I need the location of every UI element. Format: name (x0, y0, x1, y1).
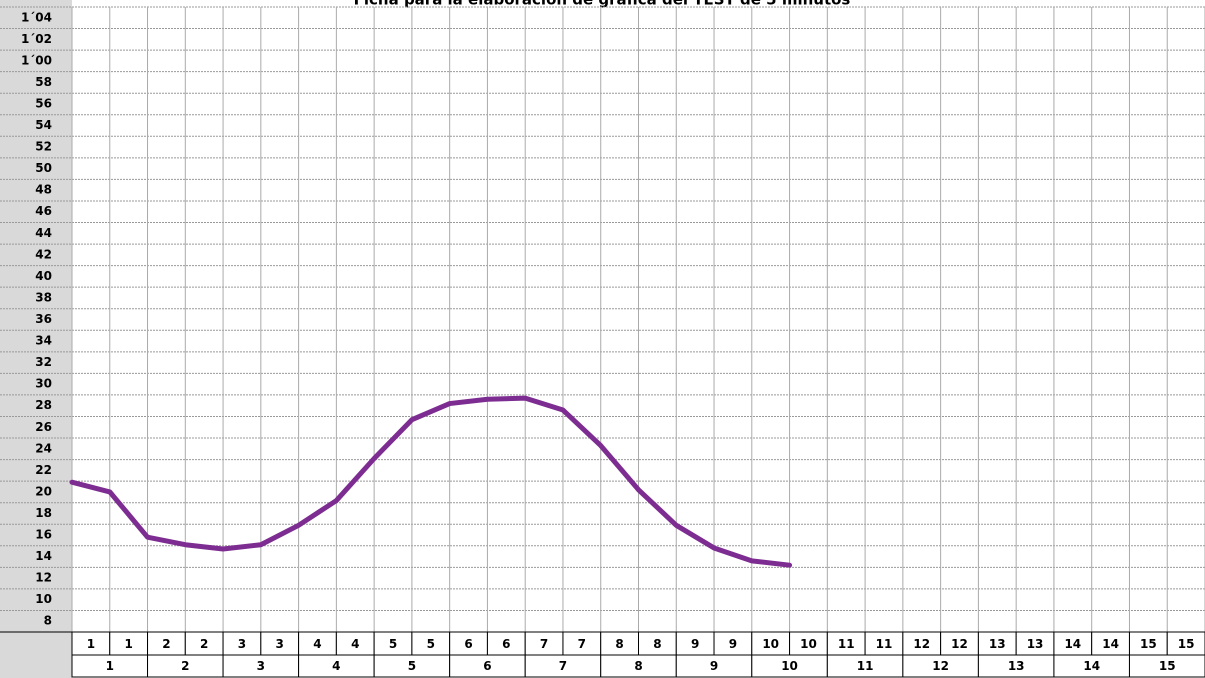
y-tick-label: 22 (35, 463, 52, 477)
y-tick-label: 18 (35, 506, 52, 520)
column-label: 3 (257, 659, 265, 673)
sub-column-label: 14 (1064, 637, 1081, 651)
y-tick-label: 32 (35, 355, 52, 369)
y-tick-label: 58 (35, 75, 52, 89)
column-label: 12 (932, 659, 949, 673)
y-tick-label: 1´04 (21, 10, 52, 24)
sub-column-label: 3 (238, 637, 246, 651)
sub-column-label: 9 (729, 637, 737, 651)
sub-column-label: 13 (1027, 637, 1044, 651)
sub-column-label: 1 (124, 637, 132, 651)
y-tick-label: 40 (35, 269, 52, 283)
y-tick-label: 48 (35, 183, 52, 197)
sub-column-label: 9 (691, 637, 699, 651)
sub-column-label: 3 (276, 637, 284, 651)
column-label: 6 (483, 659, 491, 673)
y-tick-label: 46 (35, 204, 52, 218)
sub-column-label: 12 (913, 637, 930, 651)
y-tick-label: 16 (35, 528, 52, 542)
y-tick-label: 8 (44, 614, 52, 628)
y-tick-label: 14 (35, 549, 52, 563)
y-tick-label: 42 (35, 247, 52, 261)
y-tick-label: 20 (35, 484, 52, 498)
column-label: 15 (1159, 659, 1176, 673)
column-label: 14 (1083, 659, 1100, 673)
sub-column-label: 14 (1102, 637, 1119, 651)
y-tick-label: 24 (35, 441, 52, 455)
sub-column-label: 11 (838, 637, 855, 651)
chart-title: Ficha para la elaboración de gráfica del… (354, 0, 851, 9)
y-tick-label: 1´00 (21, 53, 52, 67)
sub-column-label: 15 (1140, 637, 1157, 651)
sub-column-label: 8 (653, 637, 661, 651)
column-label: 2 (181, 659, 189, 673)
column-label: 9 (710, 659, 718, 673)
column-label: 11 (857, 659, 874, 673)
y-tick-label: 44 (35, 226, 52, 240)
sub-column-label: 13 (989, 637, 1006, 651)
y-tick-label: 10 (35, 592, 52, 606)
y-tick-label: 36 (35, 312, 52, 326)
sub-column-label: 8 (615, 637, 623, 651)
left-panel (0, 0, 72, 678)
sub-column-label: 1 (87, 637, 95, 651)
y-tick-label: 54 (35, 118, 52, 132)
sub-column-label: 4 (351, 637, 359, 651)
y-tick-label: 26 (35, 420, 52, 434)
y-tick-label: 12 (35, 571, 52, 585)
y-tick-label: 30 (35, 377, 52, 391)
y-tick-label: 56 (35, 96, 52, 110)
column-label: 7 (559, 659, 567, 673)
y-tick-label: 38 (35, 290, 52, 304)
y-tick-label: 28 (35, 398, 52, 412)
column-label: 1 (106, 659, 114, 673)
column-cell (1128, 654, 1205, 678)
sub-column-label: 15 (1178, 637, 1195, 651)
y-tick-label: 1´02 (21, 32, 52, 46)
data-line (69, 395, 793, 568)
sub-column-label: 12 (951, 637, 968, 651)
y-tick-label: 34 (35, 334, 52, 348)
sub-column-label: 7 (578, 637, 586, 651)
sub-column-label: 6 (464, 637, 472, 651)
column-label: 13 (1008, 659, 1025, 673)
sub-column-label: 5 (427, 637, 435, 651)
column-label: 8 (634, 659, 642, 673)
sub-column-label: 2 (162, 637, 170, 651)
sub-column-label: 4 (313, 637, 321, 651)
y-tick-label: 50 (35, 161, 52, 175)
column-label: 5 (408, 659, 416, 673)
sub-column-label: 10 (762, 637, 779, 651)
sub-column-label: 6 (502, 637, 510, 651)
sub-column-label: 2 (200, 637, 208, 651)
sub-column-label: 11 (876, 637, 893, 651)
column-label: 4 (332, 659, 340, 673)
sub-column-label: 10 (800, 637, 817, 651)
y-tick-label: 52 (35, 140, 52, 154)
sub-column-label: 5 (389, 637, 397, 651)
sub-column-label: 7 (540, 637, 548, 651)
column-label: 10 (781, 659, 798, 673)
